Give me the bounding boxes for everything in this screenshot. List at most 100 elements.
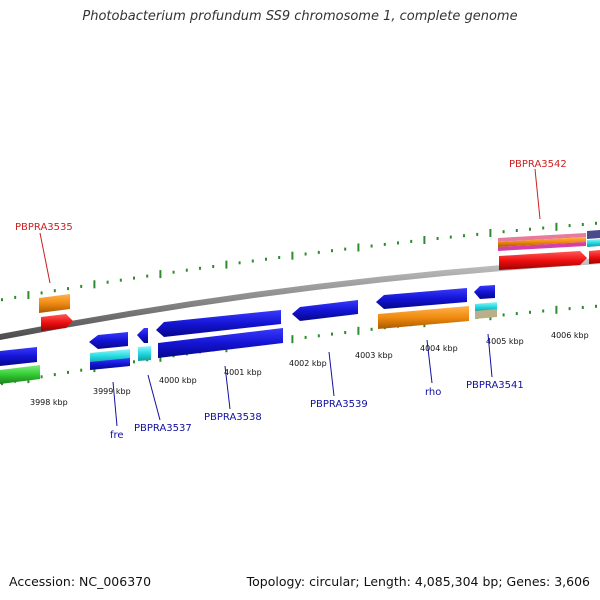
track-tick (67, 370, 69, 374)
track-tick (27, 291, 30, 300)
track-tick (331, 249, 333, 253)
track-tick (265, 257, 267, 261)
gene-label-pbpra3539[interactable]: PBPRA3539 (310, 399, 368, 410)
track-tick (172, 270, 175, 274)
upper-tick-track (1, 221, 597, 302)
track-tick (568, 307, 571, 311)
kbp-tick-label: 4001 kbp (224, 368, 262, 377)
gene-pbpra3542-red[interactable] (499, 251, 587, 270)
gene-pbpra3541[interactable] (474, 285, 495, 299)
track-tick (581, 223, 584, 226)
track-tick (542, 226, 545, 230)
track-tick (278, 256, 281, 259)
gene-label-rho[interactable]: rho (425, 387, 441, 398)
gene-pbpra3537[interactable] (137, 328, 148, 343)
gene-label-pbpra3535[interactable]: PBPRA3535 (15, 222, 73, 233)
gene-pbpra3542-pink[interactable] (498, 233, 586, 242)
track-tick (423, 236, 426, 244)
kbp-tick-label: 3998 kbp (30, 398, 68, 407)
track-tick (555, 305, 558, 314)
track-tick (595, 221, 597, 225)
genome-backbone (0, 258, 600, 340)
gene-pbpra3535-orange[interactable] (39, 294, 70, 313)
gene-green-left-edge[interactable] (0, 365, 40, 384)
track-tick (529, 310, 531, 314)
track-tick (304, 335, 307, 339)
leader-pbpra3542 (534, 168, 541, 220)
track-tick (53, 289, 56, 293)
track-tick (357, 243, 360, 252)
track-tick (489, 229, 492, 237)
gene-rho-orange[interactable] (378, 306, 469, 329)
gene-rho-blue[interactable] (376, 288, 467, 309)
track-tick (449, 235, 452, 239)
track-tick (67, 287, 69, 291)
track-tick (80, 368, 83, 372)
track-tick (304, 252, 307, 256)
gene-label-pbpra3542[interactable]: PBPRA3542 (509, 159, 567, 170)
track-tick (40, 375, 43, 379)
track-tick (515, 312, 518, 316)
accession-text: Accession: NC_006370 (9, 574, 152, 589)
gene-pbpra3535-red[interactable] (41, 314, 73, 331)
track-tick (133, 360, 135, 364)
track-tick (317, 250, 320, 254)
kbp-tick-label: 4006 kbp (551, 331, 589, 340)
track-tick (146, 274, 149, 278)
kbp-tick-label: 4003 kbp (355, 351, 393, 360)
track-tick (133, 276, 135, 280)
track-tick (119, 278, 122, 282)
track-tick (212, 265, 215, 268)
track-tick (159, 270, 162, 279)
track-tick (185, 268, 188, 272)
gene-pbpra3537-cyan[interactable] (138, 346, 151, 361)
gene-label-pbpra3538[interactable]: PBPRA3538 (204, 412, 262, 423)
kbp-tick-label: 3999 kbp (93, 387, 131, 396)
track-tick (93, 280, 96, 289)
leader-rho (426, 339, 433, 384)
track-tick (476, 232, 479, 236)
gene-label-fre[interactable]: fre (110, 430, 124, 441)
gene-label-pbpra3537[interactable]: PBPRA3537 (134, 423, 192, 434)
track-tick (502, 313, 505, 317)
leader-pbpra3541 (487, 333, 493, 378)
track-tick (1, 298, 3, 302)
topology-text: Topology: circular; Length: 4,085,304 bp… (246, 574, 590, 589)
track-tick (14, 295, 17, 299)
track-tick (568, 224, 571, 228)
leader-pbpra3537 (147, 374, 161, 421)
track-tick (410, 239, 413, 243)
track-tick (370, 327, 373, 331)
track-tick (542, 309, 545, 313)
track-tick (291, 251, 294, 260)
kbp-tick-label: 4002 kbp (289, 359, 327, 368)
track-tick (529, 227, 531, 231)
gene-right-navy[interactable] (587, 230, 600, 239)
track-tick (370, 244, 373, 248)
gene-pbpra3539[interactable] (292, 300, 358, 321)
gene-pbpra3538-lower[interactable] (158, 328, 283, 358)
track-tick (80, 284, 83, 288)
gene-label-pbpra3541[interactable]: PBPRA3541 (466, 380, 524, 391)
track-tick (251, 259, 254, 263)
gene-fre-blue2[interactable] (90, 358, 130, 370)
gene-pbpra3542-orange[interactable] (498, 237, 586, 247)
track-tick (238, 261, 241, 265)
track-tick (502, 230, 505, 234)
track-tick (53, 373, 56, 377)
gene-blue-left-edge[interactable] (0, 347, 37, 366)
track-tick (225, 260, 228, 269)
kbp-tick-label: 4000 kbp (159, 376, 197, 385)
leader-pbpra3538 (224, 365, 231, 410)
track-tick (291, 335, 294, 344)
gene-pbpra3541-tan[interactable] (475, 309, 497, 319)
track-tick (463, 234, 465, 238)
track-tick (159, 353, 162, 362)
gene-pbpra3538[interactable] (156, 310, 281, 337)
gene-right-red[interactable] (589, 250, 600, 264)
gene-pbpra3542-magenta[interactable] (498, 242, 586, 251)
gene-right-cyan[interactable] (587, 239, 600, 247)
gene-fre[interactable] (89, 332, 128, 349)
